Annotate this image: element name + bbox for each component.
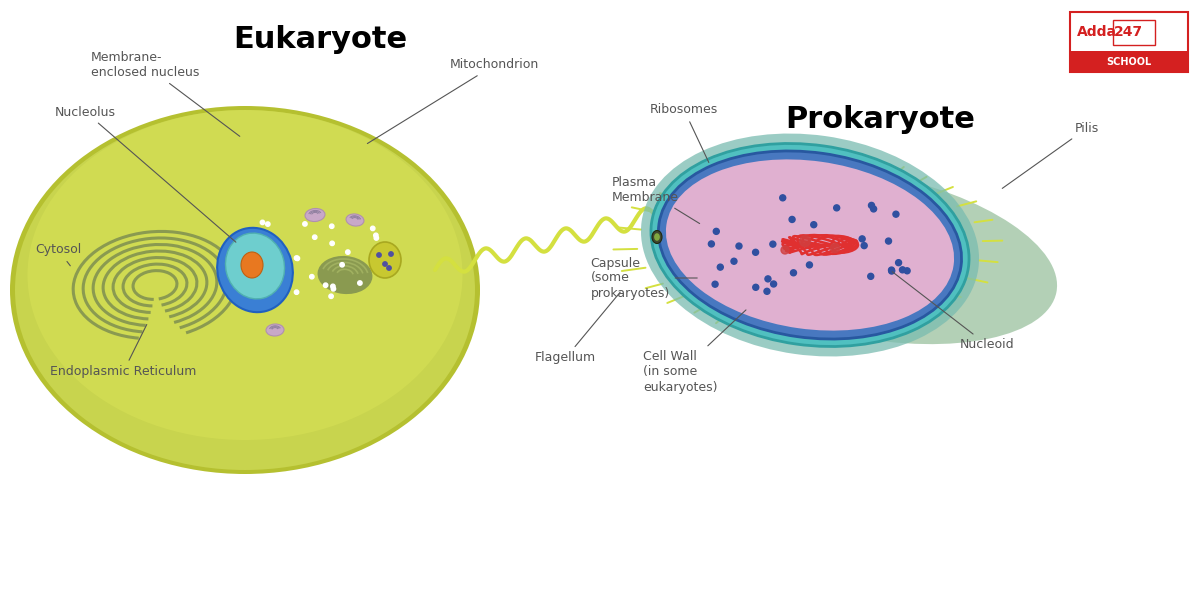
Circle shape	[904, 268, 910, 274]
Circle shape	[830, 244, 840, 253]
Circle shape	[371, 226, 374, 230]
Ellipse shape	[16, 110, 475, 470]
Text: Nucleoid: Nucleoid	[892, 272, 1015, 352]
Text: Nucleolus: Nucleolus	[55, 106, 236, 242]
Text: Plasma
Membrane: Plasma Membrane	[612, 176, 700, 224]
Circle shape	[324, 283, 328, 287]
Circle shape	[718, 264, 724, 270]
Ellipse shape	[659, 151, 961, 339]
Circle shape	[900, 267, 906, 273]
Ellipse shape	[370, 242, 401, 278]
Circle shape	[770, 241, 776, 247]
Ellipse shape	[226, 233, 284, 299]
Circle shape	[358, 281, 362, 285]
Ellipse shape	[641, 134, 979, 356]
Circle shape	[799, 235, 810, 247]
Ellipse shape	[346, 214, 364, 226]
Circle shape	[265, 222, 270, 226]
Circle shape	[888, 267, 894, 273]
Circle shape	[781, 246, 790, 254]
Text: Adda: Adda	[1078, 25, 1117, 39]
Circle shape	[294, 256, 299, 260]
Circle shape	[294, 290, 299, 295]
Circle shape	[310, 275, 314, 279]
Text: Endoplasmic Reticulum: Endoplasmic Reticulum	[50, 325, 197, 379]
Ellipse shape	[28, 110, 462, 440]
Circle shape	[386, 266, 391, 270]
Circle shape	[331, 284, 335, 289]
Circle shape	[340, 263, 344, 267]
Circle shape	[859, 236, 865, 242]
Circle shape	[373, 233, 378, 238]
Text: Pilis: Pilis	[1002, 121, 1099, 188]
Circle shape	[869, 202, 875, 208]
Text: Ribosomes: Ribosomes	[650, 103, 719, 163]
Circle shape	[374, 236, 378, 240]
Circle shape	[752, 249, 758, 255]
Circle shape	[770, 281, 776, 287]
Circle shape	[834, 205, 840, 211]
Circle shape	[389, 252, 394, 256]
Text: Capsule
(some
prokaryotes): Capsule (some prokaryotes)	[590, 257, 697, 299]
Text: Prokaryote: Prokaryote	[785, 106, 974, 134]
Ellipse shape	[654, 233, 660, 241]
Circle shape	[764, 276, 770, 282]
Ellipse shape	[673, 166, 1057, 344]
Text: Cytosol: Cytosol	[35, 244, 82, 266]
Text: Mitochondrion: Mitochondrion	[367, 58, 539, 143]
Circle shape	[862, 242, 868, 248]
Ellipse shape	[266, 324, 284, 336]
Circle shape	[295, 256, 300, 260]
Circle shape	[329, 294, 334, 298]
FancyBboxPatch shape	[1070, 12, 1188, 72]
Circle shape	[302, 222, 307, 226]
Ellipse shape	[217, 228, 293, 312]
Ellipse shape	[318, 256, 372, 294]
Circle shape	[731, 258, 737, 264]
Circle shape	[377, 253, 382, 257]
Circle shape	[708, 241, 714, 247]
Circle shape	[811, 221, 817, 227]
Circle shape	[330, 224, 334, 229]
Circle shape	[736, 243, 742, 249]
Ellipse shape	[10, 106, 480, 474]
Circle shape	[752, 284, 758, 290]
Circle shape	[383, 262, 388, 266]
Circle shape	[790, 217, 796, 223]
Circle shape	[871, 206, 877, 212]
Circle shape	[713, 229, 719, 235]
Circle shape	[791, 270, 797, 276]
Circle shape	[312, 235, 317, 239]
Circle shape	[331, 287, 336, 291]
Text: Eukaryote: Eukaryote	[233, 25, 407, 55]
Ellipse shape	[241, 252, 263, 278]
Circle shape	[260, 220, 265, 224]
Text: 247: 247	[1114, 25, 1144, 39]
Text: Flagellum: Flagellum	[535, 292, 620, 364]
Circle shape	[886, 238, 892, 244]
Ellipse shape	[652, 230, 662, 244]
Circle shape	[806, 262, 812, 268]
Circle shape	[346, 250, 350, 254]
Text: Membrane-
enclosed nucleus: Membrane- enclosed nucleus	[91, 51, 240, 136]
Text: SCHOOL: SCHOOL	[1106, 57, 1152, 67]
Circle shape	[712, 281, 718, 287]
Circle shape	[895, 260, 901, 266]
Circle shape	[330, 241, 335, 245]
Ellipse shape	[666, 160, 954, 331]
Ellipse shape	[650, 143, 970, 346]
FancyBboxPatch shape	[1070, 51, 1188, 72]
Text: Cell Wall
(in some
eukaryotes): Cell Wall (in some eukaryotes)	[643, 310, 746, 394]
Circle shape	[868, 274, 874, 280]
Circle shape	[893, 211, 899, 217]
Circle shape	[889, 268, 895, 274]
Ellipse shape	[305, 208, 325, 221]
Circle shape	[780, 195, 786, 201]
Circle shape	[764, 289, 770, 295]
